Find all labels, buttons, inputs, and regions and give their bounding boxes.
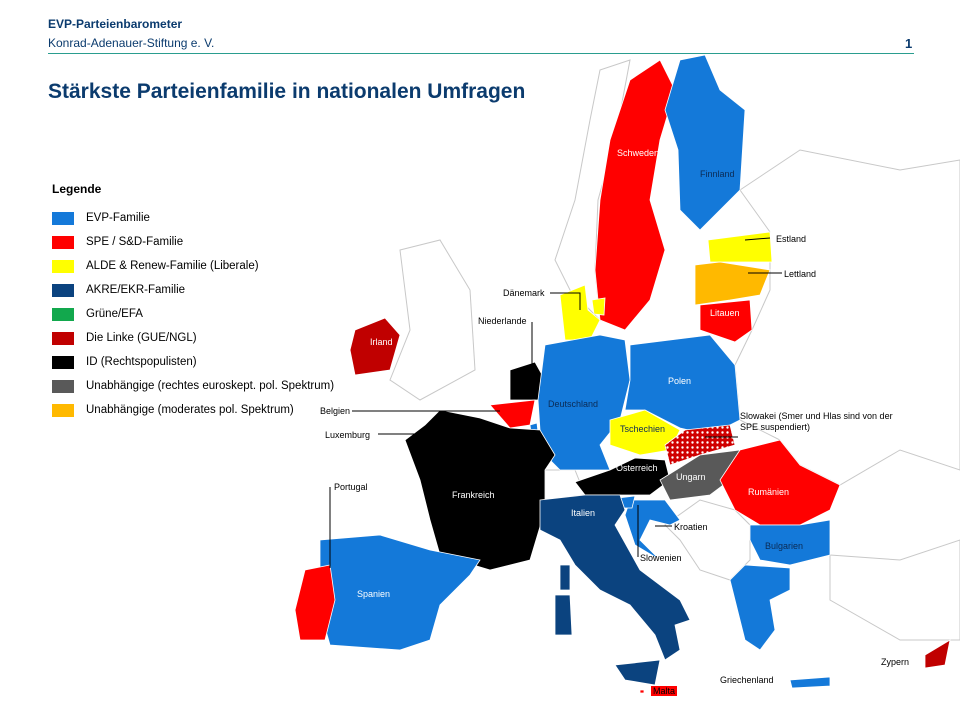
country-deutschland xyxy=(537,334,631,471)
country-label-portugal: Portugal xyxy=(334,482,368,492)
country-italien xyxy=(539,494,691,661)
country-label-zypern: Zypern xyxy=(881,657,910,667)
country-lettland xyxy=(694,261,771,306)
country-zypern xyxy=(924,639,951,669)
legend-swatch xyxy=(52,403,74,417)
turkey-outline xyxy=(829,539,960,641)
country-label-kroatien: Kroatien xyxy=(674,522,708,532)
legend-swatch xyxy=(52,355,74,369)
country-label-schweden: Schweden xyxy=(617,148,660,158)
legend-item-gruene: Grüne/EFA xyxy=(52,302,334,326)
country-slowakei xyxy=(664,424,736,466)
country-frankreich xyxy=(404,409,556,571)
country-estland xyxy=(707,231,773,263)
legend-swatch xyxy=(52,307,74,321)
organization: Konrad-Adenauer-Stiftung e. V. xyxy=(48,36,215,50)
legend-item-spe: SPE / S&D-Familie xyxy=(52,230,334,254)
legend-swatch xyxy=(52,283,74,297)
country-kroatien xyxy=(624,499,681,561)
leader-line-estland xyxy=(744,237,771,241)
country-label-ungarn: Ungarn xyxy=(676,472,706,482)
country-label-irland: Irland xyxy=(370,337,393,347)
legend-swatch xyxy=(52,259,74,273)
legend-swatch xyxy=(52,235,74,249)
leader-line-daenemark xyxy=(550,292,581,310)
legend-item-akre: AKRE/EKR-Familie xyxy=(52,278,334,302)
country-label-finnland: Finnland xyxy=(700,169,735,179)
legend-swatch xyxy=(52,379,74,393)
legend-item-evp: EVP-Familie xyxy=(52,206,334,230)
legend-item-linke: Die Linke (GUE/NGL) xyxy=(52,326,334,350)
country-label-lettland: Lettland xyxy=(784,269,817,279)
page-title: Stärkste Parteienfamilie in nationalen U… xyxy=(48,80,526,103)
legend-label: Unabhängige (moderates pol. Spektrum) xyxy=(86,404,294,416)
legend-label: EVP-Familie xyxy=(86,212,150,224)
legend-item-id: ID (Rechtspopulisten) xyxy=(52,350,334,374)
country-label-italien: Italien xyxy=(571,508,596,518)
country-italien-part xyxy=(559,564,571,591)
legend-label: Die Linke (GUE/NGL) xyxy=(86,332,197,344)
country-label-belgien: Belgien xyxy=(320,406,351,416)
legend: Legende EVP-Familie SPE / S&D-Familie ALDE… xyxy=(52,182,334,422)
legend-label: AKRE/EKR-Familie xyxy=(86,284,186,296)
legend-label: Unabhängige (rechtes euroskept. pol. Spe… xyxy=(86,380,335,392)
country-italien-part xyxy=(614,659,661,686)
legend-swatch xyxy=(52,211,74,225)
legend-title: Legende xyxy=(52,182,102,196)
country-label-polen: Polen xyxy=(668,376,692,386)
brand-title: EVP-Parteienbarometer xyxy=(48,17,183,31)
balkans-outline xyxy=(664,499,751,581)
uk-outline xyxy=(389,239,476,401)
country-label-luxemburg: Luxemburg xyxy=(325,430,371,440)
legend-item-unabh_moderat: Unabhängige (moderates pol. Spektrum) xyxy=(52,398,334,422)
legend-item-unabh_rechts: Unabhängige (rechtes euroskept. pol. Spe… xyxy=(52,374,334,398)
legend-swatch xyxy=(52,331,74,345)
country-daenemark xyxy=(559,284,601,341)
country-bulgarien xyxy=(749,519,831,566)
country-litauen xyxy=(699,299,753,343)
country-griechenland xyxy=(729,564,791,651)
country-irland xyxy=(349,317,401,376)
country-label-slowakei: Slowakei (Smer und Hlas sind von der SPE… xyxy=(740,411,893,432)
country-rumaenien xyxy=(719,439,841,526)
legend-label: SPE / S&D-Familie xyxy=(86,236,184,248)
country-label-griechenland: Griechenland xyxy=(720,675,774,685)
country-label-deutschland: Deutschland xyxy=(548,399,599,409)
page-number: 1 xyxy=(905,36,913,51)
country-label-tschechien: Tschechien xyxy=(620,424,666,434)
country-finnland xyxy=(664,54,746,231)
legend-label: Grüne/EFA xyxy=(86,308,143,320)
country-daenemark-part xyxy=(591,297,606,316)
country-label-frankreich: Frankreich xyxy=(452,490,495,500)
header-divider xyxy=(48,53,914,54)
country-griechenland-part xyxy=(789,676,831,689)
country-italien-part xyxy=(554,594,573,636)
east-outline xyxy=(734,149,960,486)
country-label-spanien: Spanien xyxy=(357,589,391,599)
country-label-malta: Malta xyxy=(651,686,678,696)
country-label-oesterreich: Österreich xyxy=(616,463,658,473)
country-label-daenemark: Dänemark xyxy=(503,288,545,298)
legend-label: ALDE & Renew-Familie (Liberale) xyxy=(86,260,259,272)
country-label-litauen: Litauen xyxy=(710,308,740,318)
country-label-niederlande: Niederlande xyxy=(478,316,527,326)
country-label-estland: Estland xyxy=(776,234,807,244)
country-label-rumaenien: Rumänien xyxy=(748,487,790,497)
legend-item-alde: ALDE & Renew-Familie (Liberale) xyxy=(52,254,334,278)
country-label-bulgarien: Bulgarien xyxy=(765,541,804,551)
country-label-slowenien: Slowenien xyxy=(640,553,682,563)
country-malta xyxy=(639,689,645,694)
legend-label: ID (Rechtspopulisten) xyxy=(86,356,197,368)
